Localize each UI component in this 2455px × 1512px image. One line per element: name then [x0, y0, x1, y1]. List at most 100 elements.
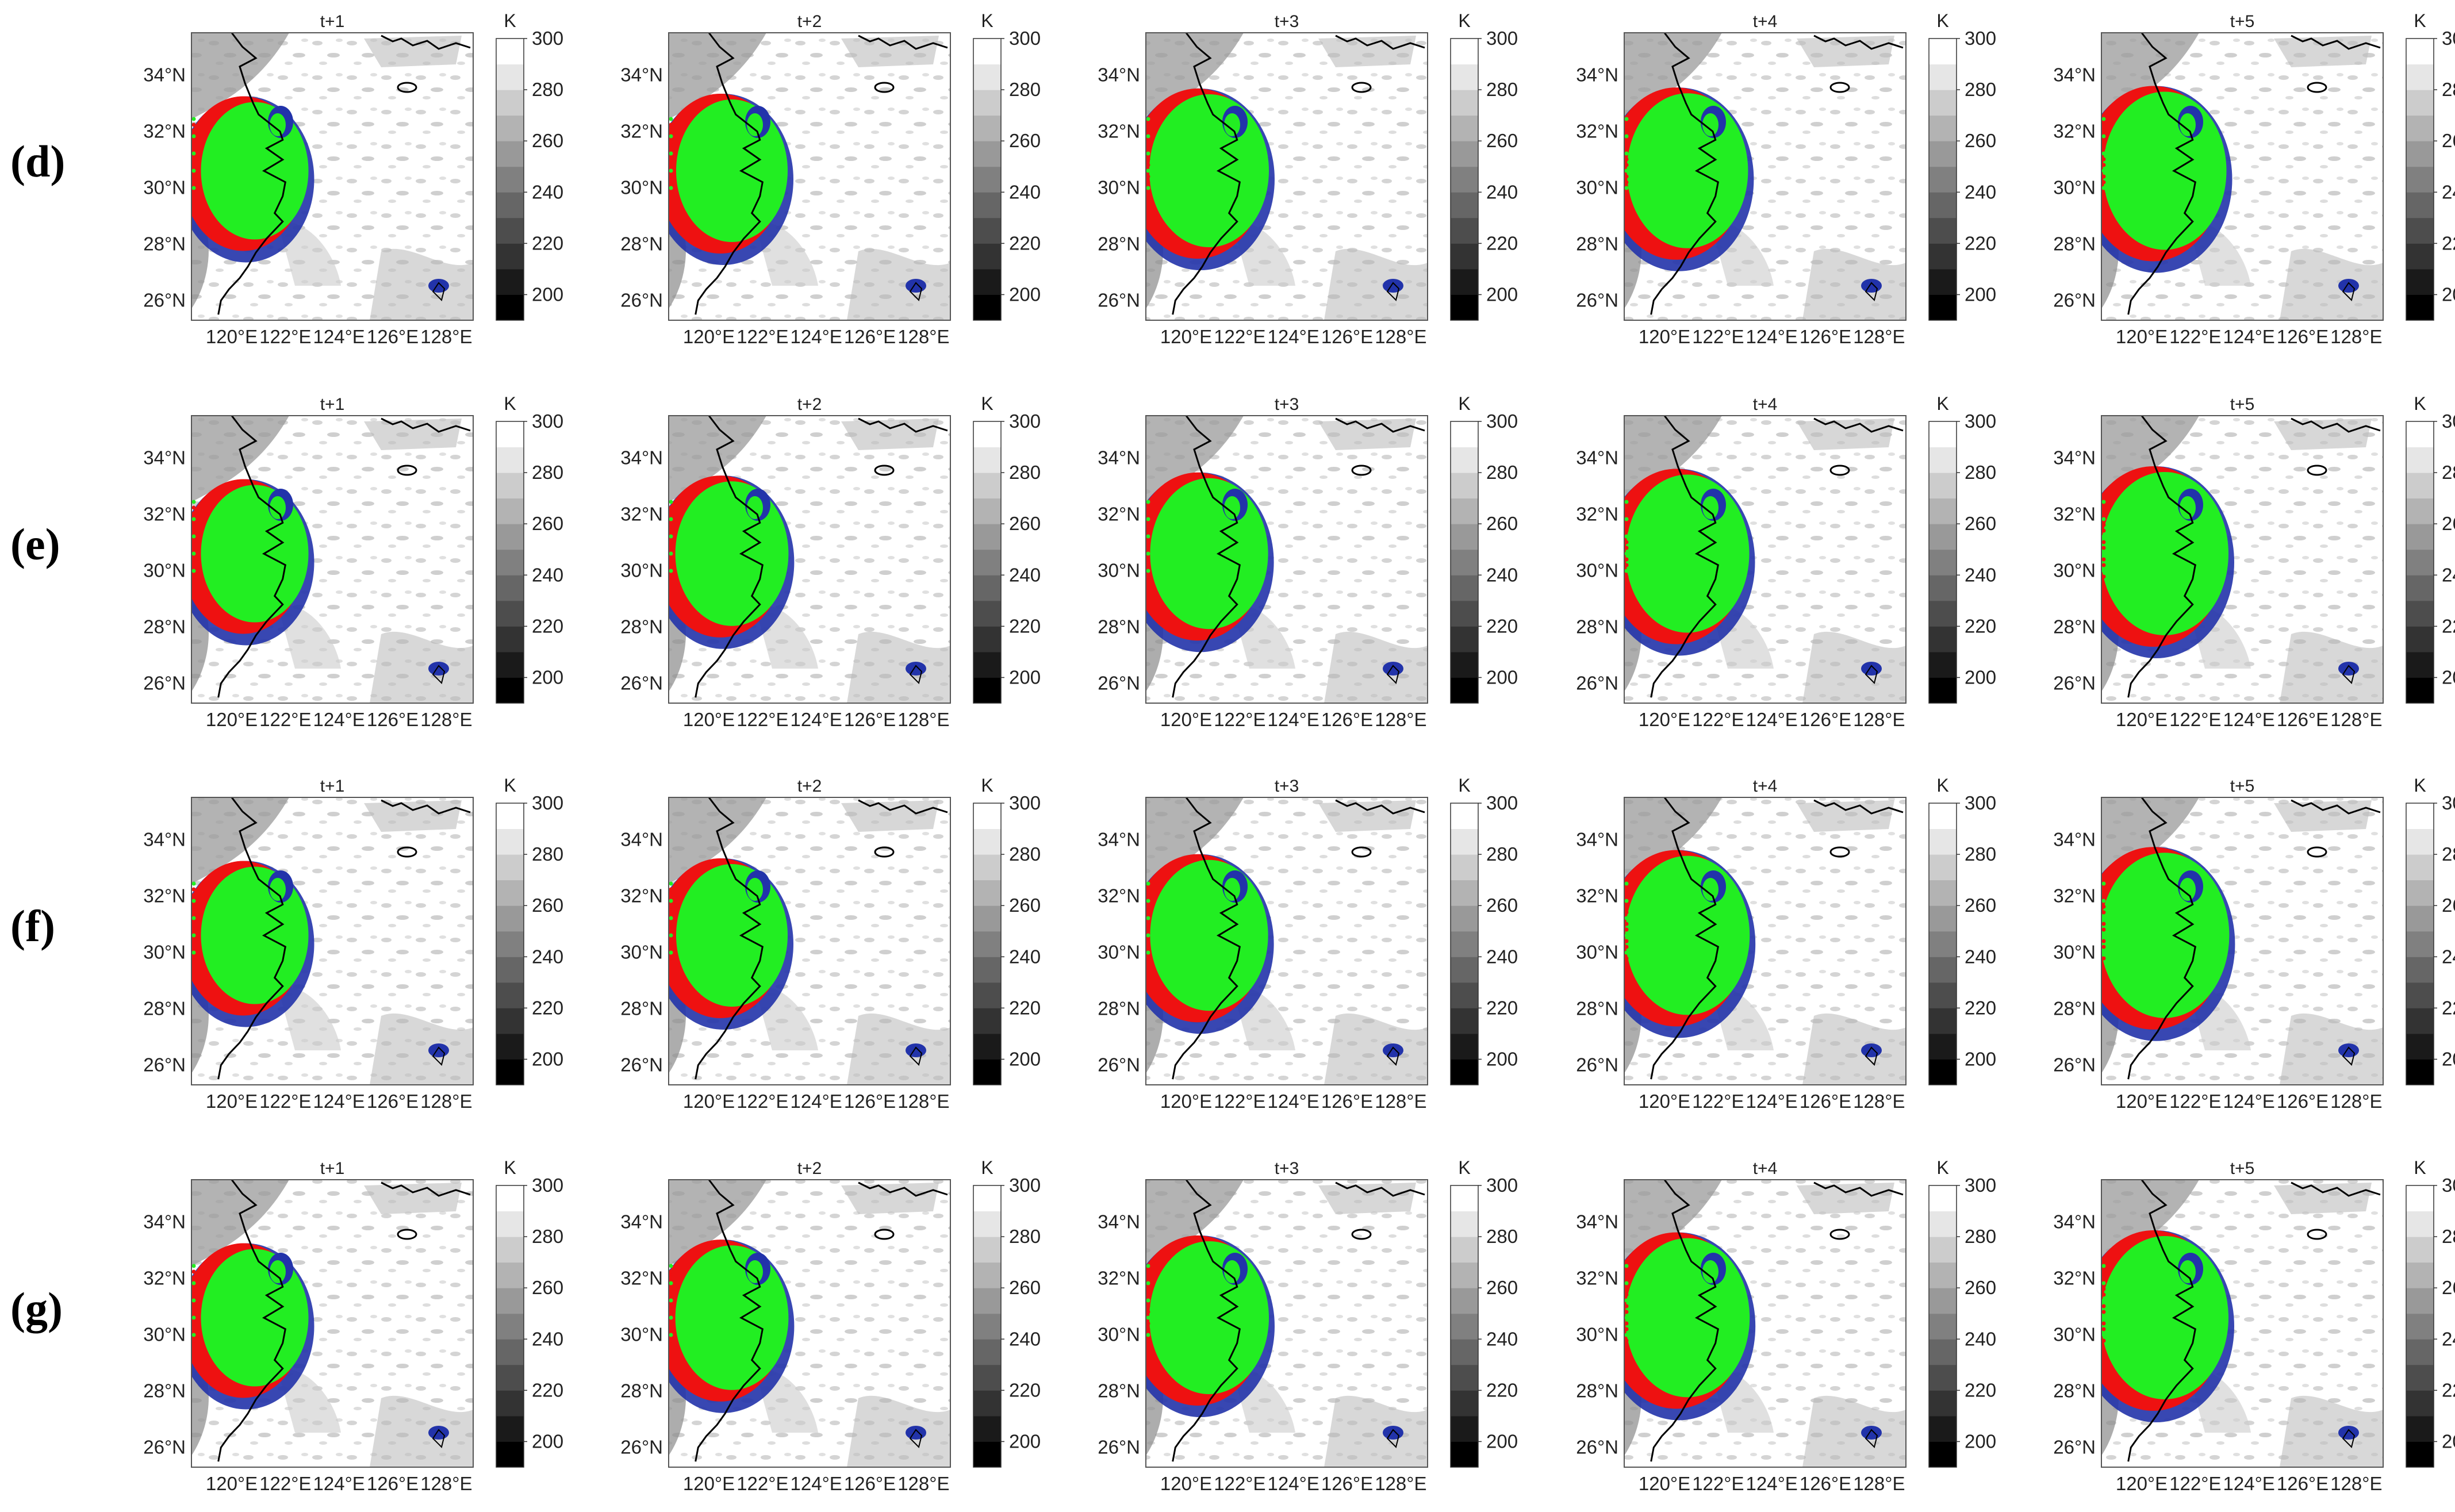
colorbar-tick-label: 220 — [532, 1379, 563, 1400]
lat-tick-label: 28°N — [143, 616, 186, 638]
green-region — [1150, 478, 1268, 630]
lon-tick-label: 122°E — [736, 326, 788, 347]
edge-marker — [191, 1287, 196, 1291]
colorbar-tick-label: 220 — [1486, 997, 1518, 1018]
colorbar-band — [1451, 1441, 1478, 1468]
cold-cloud-patch — [1797, 36, 1894, 67]
lat-tick-label: 32°N — [620, 504, 663, 525]
colorbar-band — [496, 1008, 524, 1034]
lat-tick-label: 32°N — [620, 121, 663, 142]
panel-title: t+4 — [1753, 395, 1778, 414]
colorbar-band — [2406, 115, 2434, 141]
colorbar-tick-label: 300 — [2442, 410, 2455, 432]
colorbar-band — [2406, 217, 2434, 244]
edge-marker — [669, 887, 673, 892]
blue-region — [906, 1043, 926, 1057]
lat-tick-label: 28°N — [620, 998, 663, 1019]
colorbar-unit: K — [2414, 393, 2426, 414]
colorbar-tick-label: 280 — [1486, 462, 1518, 483]
edge-marker — [191, 145, 196, 150]
edge-marker — [669, 1327, 673, 1331]
edge-marker — [1146, 157, 1150, 162]
coastline — [2127, 33, 2196, 315]
colorbar-band — [1451, 498, 1478, 524]
lat-tick-label: 34°N — [143, 829, 186, 850]
edge-marker — [669, 893, 673, 897]
green-region — [1702, 878, 1718, 901]
edge-marker — [669, 1275, 673, 1280]
lon-tick-label: 122°E — [1692, 1473, 1744, 1494]
cold-cloud-patch — [841, 800, 939, 832]
lat-tick-label: 28°N — [1576, 616, 1618, 638]
edge-marker — [669, 945, 673, 949]
colorbar-tick-label: 240 — [1009, 946, 1041, 967]
colorbar-band — [973, 39, 1001, 65]
cold-cloud-patch — [841, 36, 939, 67]
cold-cloud-patch — [2274, 800, 2372, 832]
edge-marker — [1624, 163, 1629, 167]
colorbar-band — [2406, 549, 2434, 575]
lon-tick-label: 122°E — [2169, 1473, 2221, 1494]
cold-cloud-patch — [191, 1180, 289, 1266]
colorbar-band — [1929, 421, 1957, 448]
colorbar-tick-label: 260 — [1009, 130, 1041, 151]
coastline — [1172, 33, 1241, 315]
edge-marker — [1624, 1333, 1629, 1337]
map-content — [1146, 797, 1428, 1085]
lon-tick-label: 120°E — [2116, 709, 2168, 730]
edge-marker — [669, 174, 673, 179]
lon-tick-label: 124°E — [2223, 709, 2275, 730]
colorbar-tick-label: 240 — [2442, 946, 2455, 967]
edge-marker — [669, 511, 673, 516]
island-outline — [1829, 846, 1850, 858]
colorbar-band — [973, 498, 1001, 524]
edge-marker — [1624, 1275, 1629, 1280]
green-region — [2101, 472, 2228, 635]
colorbar-band — [496, 90, 524, 116]
lat-tick-label: 32°N — [1576, 121, 1618, 142]
green-region — [2180, 496, 2196, 519]
edge-marker — [1146, 1275, 1150, 1280]
map-frame — [191, 797, 474, 1085]
edge-marker — [1624, 956, 1629, 961]
panel-title: t+1 — [320, 12, 345, 31]
colorbar-tick-label: 300 — [1009, 1175, 1041, 1196]
blue-region — [1861, 1426, 1882, 1440]
edge-marker — [1624, 881, 1629, 886]
green-region — [747, 496, 763, 519]
cold-cloud-patch — [2274, 419, 2372, 450]
colorbar-tick-label: 300 — [1009, 410, 1041, 432]
cold-cloud-patch — [1318, 36, 1416, 67]
green-region — [270, 878, 286, 901]
edge-marker — [191, 528, 196, 533]
lat-tick-label: 28°N — [1098, 616, 1140, 638]
coastline — [695, 416, 764, 698]
edge-marker — [191, 157, 196, 162]
colorbar-tick-label: 220 — [1965, 232, 1996, 254]
lat-tick-label: 26°N — [2053, 290, 2096, 311]
lon-tick-label: 126°E — [367, 1473, 419, 1494]
colorbar-tick-label: 220 — [1009, 1379, 1041, 1400]
colorbar-band — [973, 1237, 1001, 1263]
edge-marker — [1624, 887, 1629, 892]
lon-tick-label: 126°E — [2277, 1473, 2329, 1494]
colorbar-tick-label: 200 — [1009, 1048, 1041, 1069]
colorbar-tick-label: 220 — [1486, 232, 1518, 254]
colorbar-tick-label: 240 — [1009, 1328, 1041, 1349]
colorbar-band — [1451, 1390, 1478, 1417]
edge-marker — [2101, 528, 2106, 533]
island-outline — [2307, 465, 2327, 476]
colorbar-tick-label: 200 — [1486, 283, 1518, 305]
lon-tick-label: 126°E — [1800, 1091, 1851, 1112]
colorbar-band — [1929, 473, 1957, 499]
edge-marker — [1146, 1281, 1150, 1285]
coastline — [695, 797, 764, 1080]
lon-tick-label: 128°E — [897, 709, 949, 730]
colorbar-frame — [1450, 421, 1479, 704]
edge-marker — [669, 191, 673, 196]
colorbar-band — [973, 803, 1001, 830]
lat-tick-label: 30°N — [620, 177, 663, 198]
edge-marker — [191, 122, 196, 127]
lat-tick-label: 32°N — [1098, 121, 1140, 142]
